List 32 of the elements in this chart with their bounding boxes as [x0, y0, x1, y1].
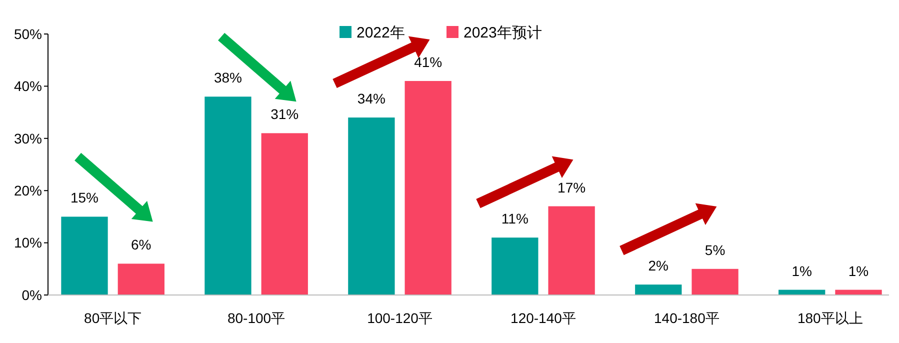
- data-label: 17%: [558, 179, 586, 196]
- bar: [635, 284, 682, 295]
- data-label: 34%: [357, 90, 386, 107]
- y-tick-label: 30%: [14, 130, 42, 146]
- y-tick-label: 10%: [14, 234, 42, 251]
- x-tick-label: 100-120平: [367, 310, 432, 326]
- x-tick-label: 80-100平: [227, 310, 286, 326]
- data-label: 6%: [131, 236, 152, 253]
- y-tick-label: 50%: [14, 26, 42, 42]
- bar: [118, 264, 164, 295]
- legend-label: 2023年预计: [464, 24, 542, 42]
- legend-label: 2022年: [356, 24, 405, 42]
- data-label: 2%: [648, 258, 668, 274]
- bar: [692, 268, 738, 295]
- data-label: 15%: [70, 190, 99, 206]
- y-tick-label: 0%: [22, 286, 42, 303]
- x-tick-label: 80平以下: [84, 310, 142, 326]
- y-tick-label: 40%: [14, 78, 42, 94]
- data-label: 31%: [270, 106, 299, 122]
- data-label: 11%: [501, 210, 528, 227]
- y-tick-label: 20%: [14, 182, 42, 198]
- x-tick-label: 140-180平: [654, 310, 720, 326]
- data-label: 5%: [704, 242, 726, 258]
- bar: [261, 133, 308, 295]
- data-label: 38%: [214, 70, 242, 86]
- data-label: 1%: [848, 262, 869, 279]
- bar: [492, 238, 538, 295]
- x-tick-label: 120-140平: [510, 310, 576, 326]
- x-tick-label: 180平以上: [797, 310, 863, 326]
- data-label: 1%: [792, 262, 812, 279]
- bar: [348, 118, 395, 295]
- data-label: 41%: [414, 54, 442, 70]
